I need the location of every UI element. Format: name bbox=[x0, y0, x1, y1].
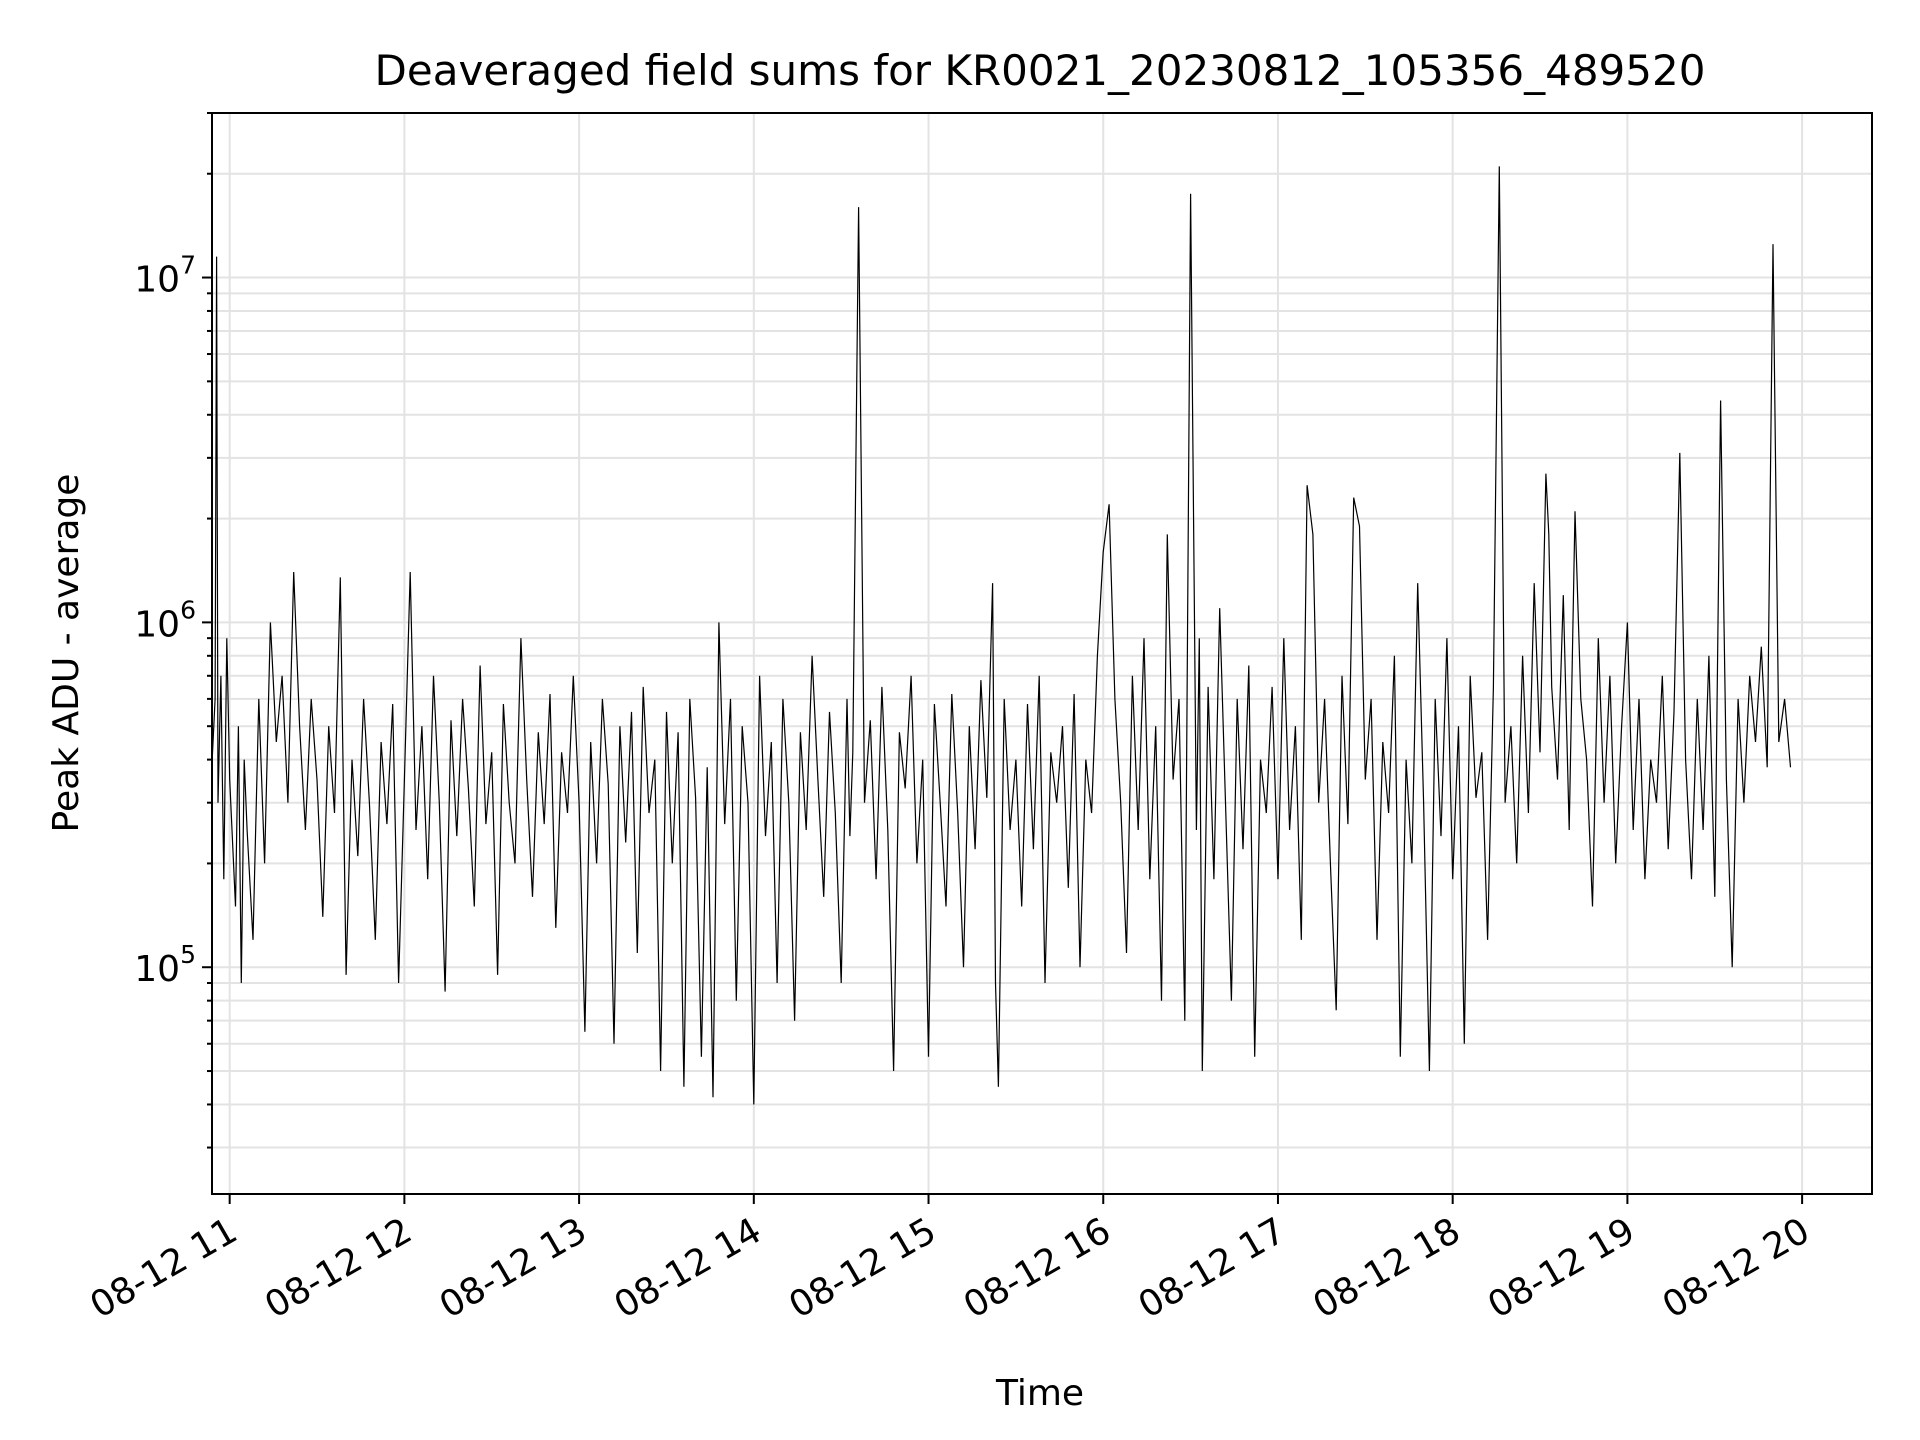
y-tick-exponent: 7 bbox=[180, 251, 196, 280]
series-line bbox=[211, 166, 1792, 1105]
y-tick-base: 10 bbox=[134, 260, 180, 301]
chart-title: Deaveraged field sums for KR0021_2023081… bbox=[375, 46, 1706, 95]
y-tick-base: 10 bbox=[134, 604, 180, 645]
y-axis-label: Peak ADU - average bbox=[46, 474, 87, 833]
y-tick-label: 105 bbox=[134, 940, 196, 990]
y-tick-label: 107 bbox=[134, 251, 196, 301]
y-tick-base: 10 bbox=[134, 949, 180, 990]
y-tick-label: 106 bbox=[134, 595, 196, 645]
x-axis-label: Time bbox=[995, 1373, 1084, 1414]
y-tick-exponent: 6 bbox=[180, 595, 196, 624]
plot-frame bbox=[211, 112, 1873, 1195]
y-tick-exponent: 5 bbox=[180, 940, 196, 969]
series-layer bbox=[211, 166, 1792, 1105]
